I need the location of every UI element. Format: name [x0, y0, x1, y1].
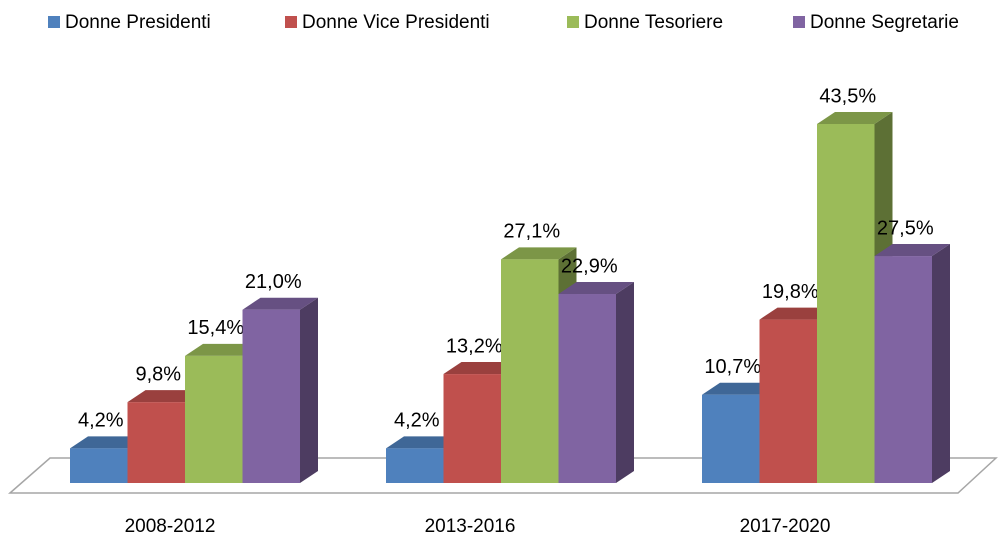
bar-front — [501, 259, 559, 483]
data-label: 43,5% — [819, 85, 876, 107]
legend-label: Donne Segretarie — [810, 12, 959, 33]
bar — [242, 297, 318, 483]
bar-top — [702, 382, 778, 395]
x-tick-label: 2013-2016 — [425, 516, 516, 537]
bar-front — [443, 374, 501, 483]
bar-front — [759, 319, 817, 483]
bar-top — [558, 282, 634, 295]
bar-top — [127, 390, 203, 403]
x-tick-label: 2017-2020 — [740, 516, 831, 537]
bar-front — [386, 448, 444, 483]
data-label: 27,1% — [503, 221, 560, 243]
bar — [558, 282, 634, 483]
legend-label: Donne Vice Presidenti — [302, 12, 490, 33]
data-label: 27,5% — [877, 217, 934, 239]
bar-side — [932, 244, 950, 483]
bar-top — [874, 244, 950, 257]
bar-front — [185, 355, 243, 483]
data-label: 4,2% — [394, 410, 440, 432]
bar-side — [300, 297, 318, 483]
bar-top — [242, 297, 318, 310]
bar-front — [127, 402, 185, 483]
data-label: 22,9% — [561, 255, 618, 277]
bar-front — [242, 309, 300, 483]
data-label: 4,2% — [78, 410, 124, 432]
data-label: 15,4% — [187, 317, 244, 339]
bar-side — [616, 282, 634, 483]
bar-top — [70, 436, 146, 449]
bar-top — [501, 247, 577, 260]
bar-front — [558, 294, 616, 483]
legend-swatch — [48, 16, 60, 28]
bar-front — [874, 256, 932, 483]
legend-swatch — [567, 16, 579, 28]
bar-top — [443, 362, 519, 375]
data-label: 13,2% — [446, 335, 503, 357]
bar-front — [70, 448, 128, 483]
bar-top — [759, 307, 835, 320]
data-label: 21,0% — [245, 271, 302, 293]
legend-swatch — [793, 16, 805, 28]
data-label: 10,7% — [704, 356, 761, 378]
bar-top — [817, 112, 893, 124]
data-label: 9,8% — [135, 363, 181, 385]
data-label: 19,8% — [762, 281, 819, 303]
x-tick-label: 2008-2012 — [125, 516, 216, 537]
legend-label: Donne Presidenti — [65, 12, 211, 33]
bar-top — [185, 343, 261, 356]
legend-label: Donne Tesoriere — [584, 12, 723, 33]
legend-swatch — [285, 16, 297, 28]
bar — [874, 244, 950, 483]
bar-top — [386, 436, 462, 449]
bar-front — [817, 124, 875, 483]
bar-front — [702, 394, 760, 483]
